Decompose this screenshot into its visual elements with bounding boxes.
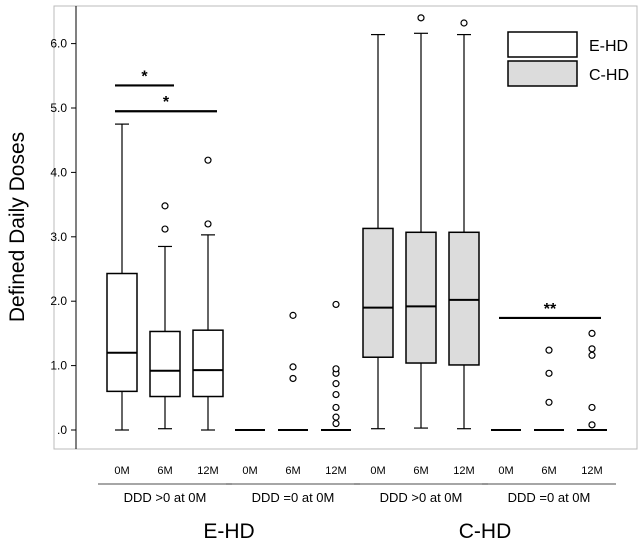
- outlier-point: [588, 345, 596, 353]
- box-c-hd-ddd-gt0-12m: [448, 19, 480, 430]
- y-tick-label: 1.0: [50, 359, 67, 373]
- outlier-point: [332, 419, 340, 428]
- x-tick-label: 12M: [325, 465, 346, 477]
- legend-swatch-c-hd: [507, 60, 578, 87]
- box-body: [106, 272, 138, 393]
- outlier-point: [204, 220, 212, 228]
- box-body: [405, 231, 437, 364]
- outlier-point: [332, 380, 340, 388]
- outlier-point: [332, 413, 340, 421]
- y-ticks: .0 1.0 2.0 3.0 4.0 5.0 6.0: [50, 37, 76, 437]
- outlier-point: [417, 14, 425, 22]
- plot-frame: [53, 5, 638, 450]
- x-tick-label: 0M: [242, 465, 257, 477]
- outlier-point: [332, 300, 340, 309]
- y-tick-label: 2.0: [50, 294, 67, 308]
- legend-swatch-e-hd: [507, 31, 578, 58]
- outlier-point: [588, 403, 596, 412]
- outlier-point: [332, 390, 340, 399]
- outlier-point: [545, 369, 553, 377]
- legend: E-HD C-HD: [507, 31, 629, 87]
- outlier-point: [588, 421, 596, 429]
- x-tick-label: 0M: [498, 465, 513, 477]
- box-body: [149, 330, 181, 398]
- outlier-point: [289, 363, 297, 371]
- box-e-hd-ddd-eq0-12m: [321, 300, 351, 431]
- y-tick-label: .0: [57, 423, 67, 437]
- boxes: [106, 14, 607, 431]
- outlier-point: [289, 311, 297, 319]
- outlier-point: [460, 19, 468, 27]
- outlier-point: [204, 156, 212, 164]
- x-tick-label: 12M: [453, 465, 474, 477]
- significance-marker: *: [163, 94, 170, 111]
- outlier-point: [588, 351, 596, 359]
- subgroup-label: DDD >0 at 0M: [124, 490, 207, 505]
- box-e-hd-ddd-gt0-0m: [106, 123, 138, 431]
- outlier-point: [545, 398, 553, 406]
- significance-annotations: ****: [115, 68, 601, 320]
- subgroup-label: DDD >0 at 0M: [380, 490, 463, 505]
- box-e-hd-ddd-gt0-12m: [192, 156, 224, 431]
- outlier-point: [161, 202, 169, 210]
- group-label: C-HD: [459, 520, 512, 543]
- outlier-point: [332, 365, 340, 373]
- box-c-hd-ddd-gt0-6m: [405, 14, 437, 429]
- box-body: [448, 231, 480, 366]
- significance-marker: **: [544, 301, 557, 318]
- significance-marker: *: [141, 68, 148, 85]
- outlier-point: [289, 374, 297, 383]
- y-axis-label: Defined Daily Doses: [6, 132, 29, 322]
- y-tick-label: 4.0: [50, 165, 67, 179]
- x-tick-label: 6M: [157, 465, 172, 477]
- x-tick-label: 0M: [114, 465, 129, 477]
- box-c-hd-ddd-eq0-12m: [577, 329, 607, 431]
- box-body: [192, 329, 224, 398]
- outlier-point: [161, 225, 169, 233]
- x-tick-label: 6M: [413, 465, 428, 477]
- y-tick-label: 6.0: [50, 37, 67, 51]
- box-e-hd-ddd-eq0-6m: [278, 311, 308, 431]
- group-label: E-HD: [203, 520, 254, 543]
- x-tick-label: 12M: [197, 465, 218, 477]
- subgroup-label: DDD =0 at 0M: [508, 490, 591, 505]
- outlier-point: [545, 346, 553, 354]
- y-tick-label: 3.0: [50, 230, 67, 244]
- x-tick-label: 12M: [581, 465, 602, 477]
- legend-label-c-hd: C-HD: [589, 67, 629, 84]
- box-e-hd-ddd-gt0-6m: [149, 202, 181, 430]
- subgroup-label: DDD =0 at 0M: [252, 490, 335, 505]
- x-labels: 0M 6M 12M DDD >0 at 0M 0M 6M 12M DDD =0 at 0M E-…: [98, 465, 616, 543]
- x-tick-label: 6M: [285, 465, 300, 477]
- outlier-point: [332, 403, 340, 412]
- box-c-hd-ddd-eq0-6m: [534, 346, 564, 431]
- outlier-point: [588, 329, 596, 337]
- x-tick-label: 6M: [541, 465, 556, 477]
- legend-label-e-hd: E-HD: [589, 38, 628, 55]
- y-tick-label: 5.0: [50, 101, 67, 115]
- box-c-hd-ddd-gt0-0m: [362, 33, 394, 430]
- x-tick-label: 0M: [370, 465, 385, 477]
- box-body: [362, 227, 394, 358]
